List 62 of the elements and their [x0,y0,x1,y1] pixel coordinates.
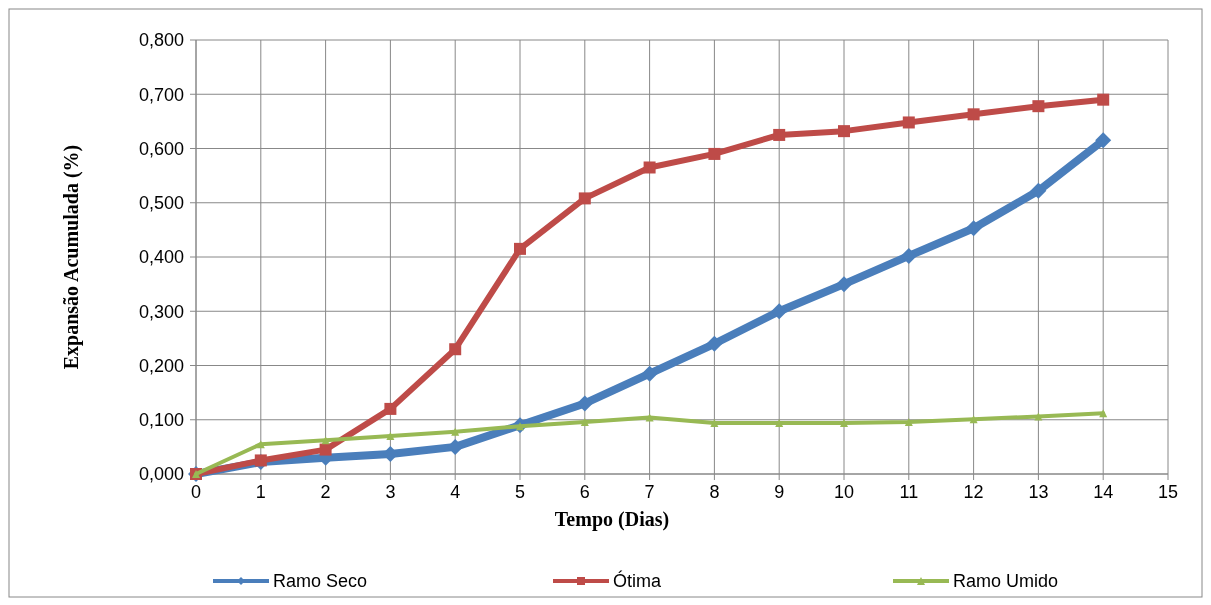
x-tick-label: 12 [963,482,984,502]
point [254,454,267,467]
point [641,365,658,382]
y-tick-label: 0,600 [138,138,184,159]
x-tick-label: 7 [644,482,655,502]
point [1030,182,1047,199]
point [902,116,915,129]
point [775,419,784,428]
x-tick-label: 3 [385,482,396,502]
legend-label: Ramo Umido [953,571,1059,592]
point [384,402,397,415]
point [965,220,982,237]
y-tick-label: 0,200 [138,355,184,376]
x-tick-label: 14 [1093,482,1114,502]
x-tick-label: 6 [579,482,590,502]
point [449,343,462,356]
point [773,128,786,141]
y-tick-label: 0,700 [138,84,184,105]
y-axis-title: Expansão Acumulada (%) [60,144,83,370]
x-tick-label: 4 [450,482,461,502]
x-tick-label: 5 [514,482,526,502]
y-tick-label: 0,400 [138,247,184,268]
x-tick-label: 13 [1028,482,1049,502]
legend-label: Ramo Seco [273,571,368,592]
legend-label: Ótima [613,570,662,592]
point [771,303,788,320]
y-tick-label: 0,500 [138,193,184,214]
point [838,125,850,138]
point [1032,100,1045,113]
point [580,417,589,426]
point [1097,93,1110,106]
point [967,108,980,121]
point [1095,132,1112,149]
point [900,247,917,264]
point [969,415,978,424]
x-tick-label: 10 [833,482,855,502]
y-tick-label: 0,100 [138,410,184,431]
x-tick-label: 9 [774,482,785,502]
y-tick-label: 0,300 [138,301,184,322]
point [514,242,526,255]
point [643,161,656,174]
point [451,427,460,436]
x-tick-label: 0 [190,482,202,502]
point [904,417,913,426]
x-tick-label: 1 [255,482,266,502]
x-tick-label: 8 [709,482,720,502]
point [836,276,852,293]
point [578,192,591,205]
point [645,413,654,422]
point [840,419,848,428]
point [706,335,723,352]
x-tick-label: 15 [1157,482,1179,502]
x-tick-label: 2 [320,482,331,502]
point [576,395,593,412]
point [386,432,395,441]
x-tick-label: 11 [899,482,919,502]
point [710,419,719,428]
point [708,147,721,160]
y-tick-label: 0,000 [138,464,184,485]
x-axis-title: Tempo (Dias) [554,508,670,531]
y-tick-label: 0,800 [138,30,184,51]
point [319,443,332,456]
